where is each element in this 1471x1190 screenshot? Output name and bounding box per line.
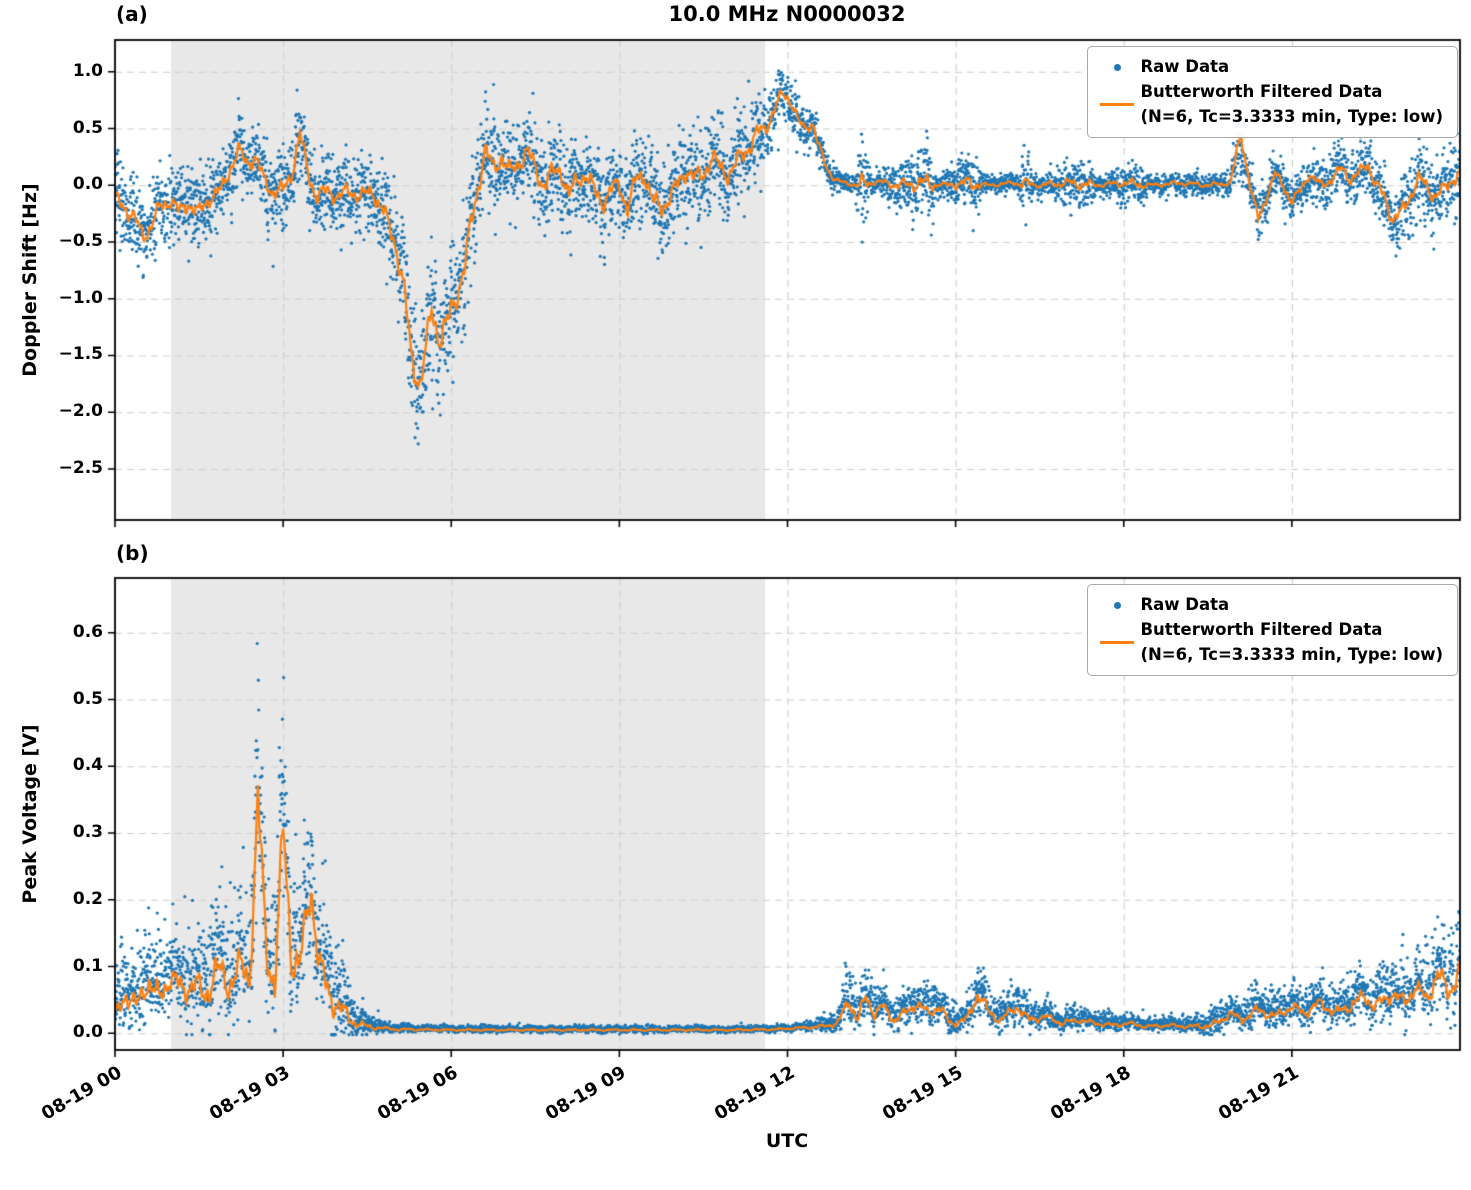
legend-raw-entry: Raw Data [1094, 55, 1443, 80]
raw-data-marker-icon [1094, 63, 1140, 71]
y-tick-label: 0.5 [72, 688, 103, 709]
y-tick-label: −0.5 [58, 230, 103, 251]
filtered-line-marker-icon [1094, 641, 1140, 644]
y-tick-label: 0.6 [72, 621, 103, 642]
y-tick-label: 1.0 [72, 60, 103, 81]
y-tick-label: 0.5 [72, 117, 103, 138]
legend-filtered-entry: Butterworth Filtered Data (N=6, Tc=3.333… [1094, 618, 1443, 668]
y-axis-label-voltage: Peak Voltage [V] [19, 724, 41, 904]
legend-filtered-label: Butterworth Filtered Data [1140, 81, 1383, 101]
legend-a: Raw Data Butterworth Filtered Data (N=6,… [1087, 46, 1458, 139]
legend-filtered-entry: Butterworth Filtered Data (N=6, Tc=3.333… [1094, 80, 1443, 130]
chart-title: 10.0 MHz N0000032 [668, 2, 906, 26]
y-tick-label: −2.0 [58, 401, 103, 422]
legend-raw-label: Raw Data [1140, 57, 1230, 76]
panel-b-label: (b) [116, 541, 149, 565]
panel-a-label: (a) [116, 2, 148, 26]
y-tick-label: −1.5 [58, 344, 103, 365]
y-tick-label: 0.0 [72, 174, 103, 195]
y-tick-label: −2.5 [58, 457, 103, 478]
filtered-line-marker-icon [1094, 103, 1140, 106]
y-tick-label: 0.2 [72, 888, 103, 909]
y-tick-label: 0.1 [72, 955, 103, 976]
y-tick-label: −1.0 [58, 287, 103, 308]
x-axis-label: UTC [765, 1130, 809, 1152]
legend-filtered-sublabel: (N=6, Tc=3.3333 min, Type: low) [1140, 644, 1443, 664]
legend-filtered-sublabel: (N=6, Tc=3.3333 min, Type: low) [1140, 106, 1443, 126]
legend-b: Raw Data Butterworth Filtered Data (N=6,… [1087, 584, 1458, 677]
y-tick-label: 0.3 [72, 822, 103, 843]
legend-filtered-label: Butterworth Filtered Data [1140, 619, 1383, 639]
y-tick-label: 0.0 [72, 1022, 103, 1043]
legend-raw-entry: Raw Data [1094, 593, 1443, 618]
legend-raw-label: Raw Data [1140, 595, 1230, 614]
y-tick-label: 0.4 [72, 755, 103, 776]
raw-data-marker-icon [1094, 601, 1140, 609]
